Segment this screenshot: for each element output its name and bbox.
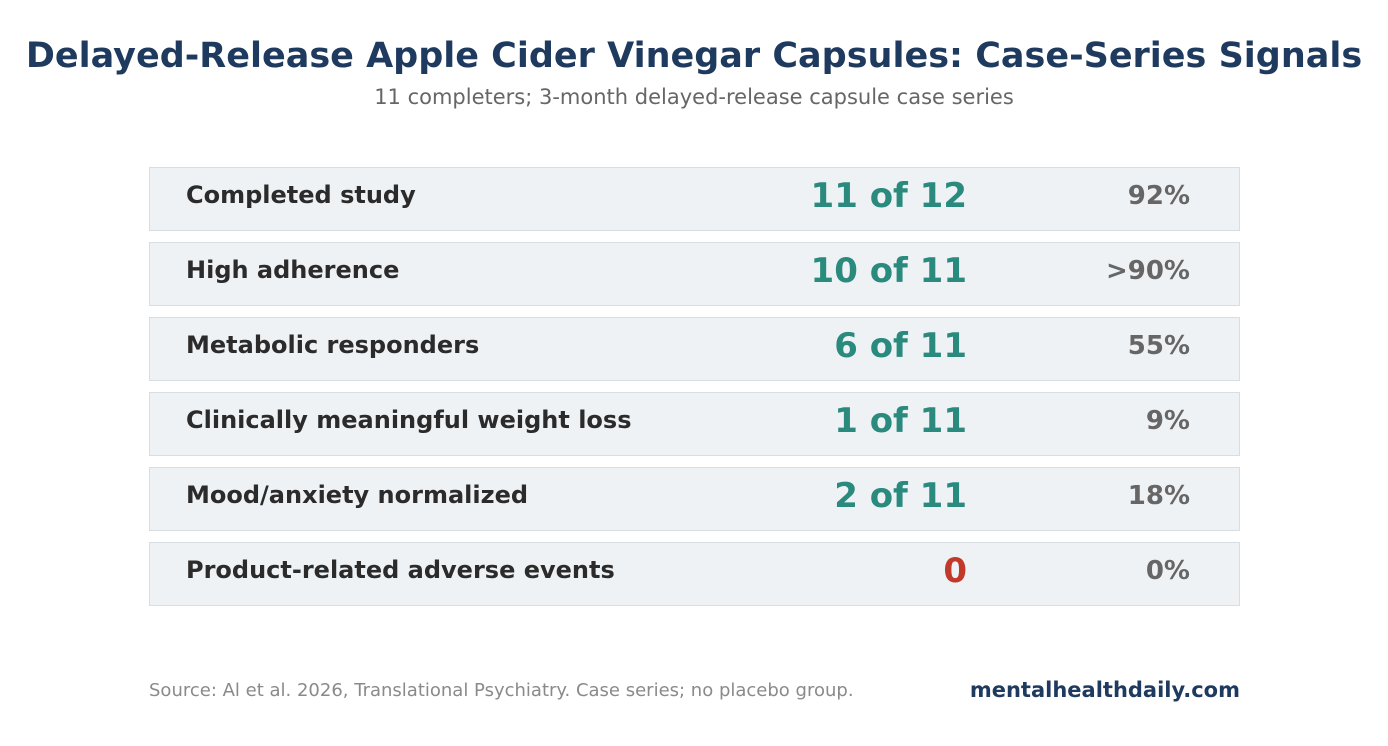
outcome-label: Metabolic responders [186, 331, 480, 359]
outcome-row: Clinically meaningful weight loss 1 of 11… [149, 392, 1240, 456]
outcome-count: 10 of 11 [810, 251, 967, 291]
outcome-count: 2 of 11 [834, 476, 967, 516]
chart-subtitle: 11 completers; 3-month delayed-release c… [374, 85, 1014, 109]
brand-link[interactable]: mentalhealthdaily.com [969, 678, 1240, 702]
outcome-percent: 18% [1127, 481, 1190, 511]
outcome-percent: 0% [1145, 556, 1190, 586]
outcome-row: Mood/anxiety normalized 2 of 11 18% [149, 467, 1240, 531]
outcome-label: Completed study [186, 181, 416, 209]
outcome-row: Product-related adverse events 0 0% [149, 542, 1240, 606]
outcome-percent: 55% [1127, 331, 1190, 361]
outcome-count: 6 of 11 [834, 326, 967, 366]
outcome-percent: 9% [1145, 406, 1190, 436]
outcome-count: 0 [943, 551, 967, 591]
outcome-percent: >90% [1105, 256, 1190, 286]
outcome-row: Completed study 11 of 12 92% [149, 167, 1240, 231]
outcome-label: Clinically meaningful weight loss [186, 406, 632, 434]
outcome-row: High adherence 10 of 11 >90% [149, 242, 1240, 306]
outcome-label: Product-related adverse events [186, 556, 615, 584]
outcome-percent: 92% [1127, 181, 1190, 211]
outcome-count: 11 of 12 [810, 176, 967, 216]
outcome-count: 1 of 11 [834, 401, 967, 441]
outcome-table: Completed study 11 of 12 92% High adherence… [149, 167, 1240, 617]
outcome-label: Mood/anxiety normalized [186, 481, 529, 509]
outcome-label: High adherence [186, 256, 400, 284]
chart-title: Delayed-Release Apple Cider Vinegar Caps… [25, 36, 1363, 76]
outcome-row: Metabolic responders 6 of 11 55% [149, 317, 1240, 381]
source-note: Source: Al et al. 2026, Translational Ps… [149, 680, 854, 701]
